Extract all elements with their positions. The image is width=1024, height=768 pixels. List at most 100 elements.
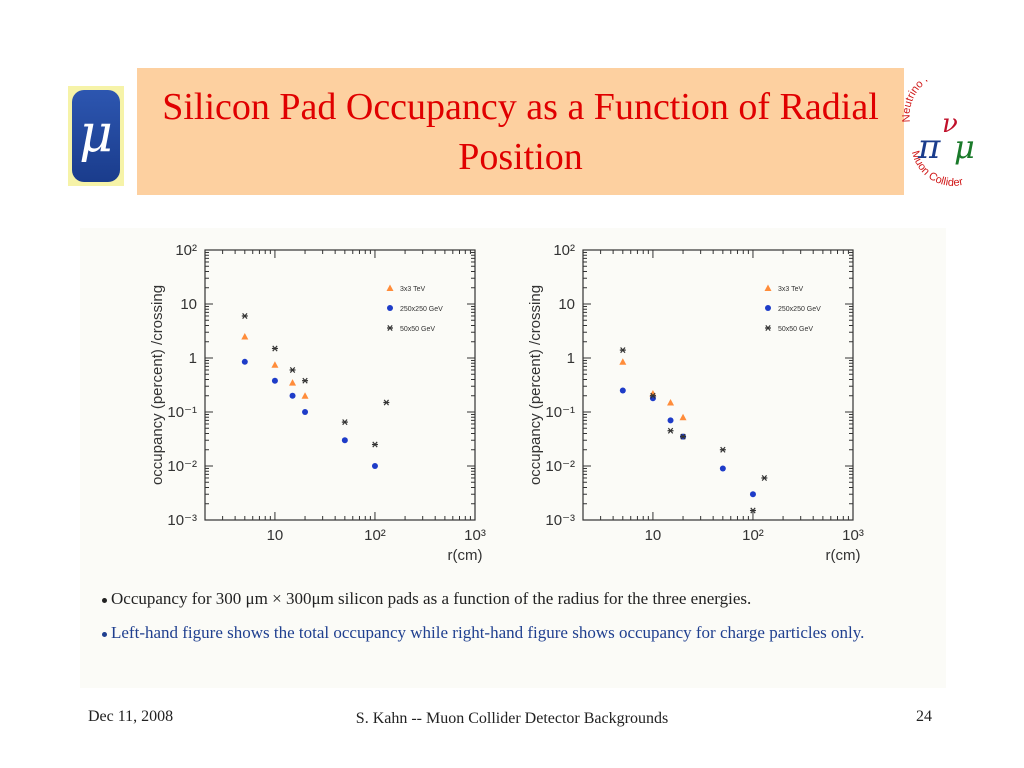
star-stroke <box>342 419 348 426</box>
star-stroke <box>387 325 393 331</box>
footer-page-number: 24 <box>916 708 932 725</box>
y-tick-label: 10⁻³ <box>545 512 575 529</box>
data-point <box>680 433 687 440</box>
legend-marker <box>387 305 393 311</box>
plot-frame <box>204 249 476 521</box>
footer-title: S. Kahn -- Muon Collider Detector Backgr… <box>355 710 669 727</box>
nf-mc-logo-graphic: Neutrino Factory Muon Collider π ν μ <box>900 65 975 189</box>
data-point <box>302 377 309 384</box>
x-tick-label: 10² <box>742 527 764 544</box>
data-point <box>649 390 657 397</box>
legend-label: 250x250 GeV <box>778 306 821 313</box>
star-stroke <box>289 366 296 373</box>
caption-figure-description: Left-hand figure shows the total occupan… <box>102 622 942 644</box>
star-stroke <box>750 507 756 514</box>
legend-marker <box>765 305 771 311</box>
data-point <box>619 358 627 365</box>
data-point <box>719 465 726 472</box>
y-tick-label: 10⁻¹ <box>167 404 197 421</box>
data-point <box>371 441 378 448</box>
data-point <box>271 377 278 384</box>
y-tick-label: 10⁻³ <box>167 512 197 529</box>
slide-title: Silicon Pad Occupancy as a Function of R… <box>162 86 879 178</box>
caption-2-text: Left-hand figure shows the total occupan… <box>111 623 865 642</box>
star-stroke <box>761 474 768 481</box>
chart-total-occupancy: 10 10² 10³ 10⁻³ 10⁻² 10⁻¹ 1 10 10² r(cm) occupancy… <box>149 242 500 582</box>
data-point <box>371 463 378 469</box>
caption-1-text: Occupancy for 300 μm × 300μm silicon pad… <box>111 589 752 608</box>
title-banner: Silicon Pad Occupancy as a Function of R… <box>137 68 904 195</box>
data-point <box>301 392 309 399</box>
y-tick-label: 10 <box>558 296 575 313</box>
data-point <box>271 345 278 352</box>
logo-pi-glyph: π <box>917 127 941 167</box>
star-stroke <box>620 347 626 354</box>
legend-label: 50x50 GeV <box>400 326 435 333</box>
star-stroke <box>302 377 308 384</box>
legend-marker <box>387 325 393 331</box>
logo-nu-glyph: ν <box>942 109 958 139</box>
y-tick-label: 10 <box>180 296 197 313</box>
data-point <box>241 312 248 319</box>
mu-logo: μ <box>68 86 124 186</box>
data-point <box>289 366 296 373</box>
legend-label: 250x250 GeV <box>400 306 443 313</box>
data-point <box>619 347 626 354</box>
data-point <box>302 409 309 415</box>
footer-date: Dec 11, 2008 <box>88 708 174 725</box>
y-tick-label: 10² <box>553 242 575 259</box>
legend-label: 3x3 TeV <box>400 286 425 293</box>
data-point <box>761 474 768 481</box>
data-point <box>667 417 674 424</box>
data-point <box>667 427 674 434</box>
y-tick-label: 10⁻² <box>167 458 197 475</box>
x-axis-label: r(cm) <box>826 547 861 564</box>
chart-total-svg: 10 10² 10³ 10⁻³ 10⁻² 10⁻¹ 1 10 10² r(cm) occupancy… <box>149 242 486 564</box>
data-point <box>289 379 297 386</box>
star-stroke <box>272 345 278 352</box>
y-tick-label: 1 <box>567 350 575 367</box>
legend-marker <box>765 325 771 331</box>
x-tick-label: 10 <box>645 527 662 544</box>
x-axis-label: r(cm) <box>448 547 483 564</box>
legend-label: 50x50 GeV <box>778 326 813 333</box>
star-stroke <box>650 392 656 399</box>
data-point <box>341 437 348 444</box>
caption-occupancy: Occupancy for 300 μm × 300μm silicon pad… <box>102 588 942 610</box>
x-tick-label: 10³ <box>842 527 864 544</box>
y-tick-label: 10⁻¹ <box>545 404 575 421</box>
y-tick-label: 1 <box>189 350 197 367</box>
data-point <box>719 446 726 453</box>
legend-marker <box>386 284 394 291</box>
nf-mc-logo: Neutrino Factory Muon Collider π ν μ <box>900 65 1004 190</box>
data-point <box>749 491 756 498</box>
x-tick-label: 10 <box>267 527 284 544</box>
star-stroke <box>720 446 726 453</box>
star-stroke <box>372 441 378 448</box>
data-point <box>619 387 626 394</box>
mu-logo-symbol: μ <box>72 90 120 182</box>
data-point <box>749 507 756 514</box>
x-tick-label: 10² <box>364 527 386 544</box>
data-point <box>667 398 675 406</box>
x-tick-label: 10³ <box>464 527 486 544</box>
y-tick-label: 10⁻² <box>545 458 575 475</box>
data-point <box>679 413 687 421</box>
data-point <box>241 333 249 340</box>
y-axis-label: occupancy (percent) /crossing <box>149 285 166 485</box>
data-point <box>271 361 279 368</box>
star-stroke <box>242 312 248 319</box>
star-stroke <box>667 427 674 434</box>
data-point <box>289 392 296 399</box>
y-axis-label: occupancy (percent) /crossing <box>527 285 544 485</box>
legend-label: 3x3 TeV <box>778 286 803 293</box>
chart-charged-occupancy: 10 10² 10³ 10⁻³ 10⁻² 10⁻¹ 1 10 10² r(cm) occupancy… <box>527 242 878 582</box>
bullet-icon <box>102 597 107 603</box>
star-stroke <box>680 433 686 440</box>
data-point <box>649 392 656 399</box>
star-stroke <box>765 325 771 331</box>
data-point <box>241 358 248 365</box>
star-stroke <box>383 399 390 406</box>
logo-mu-glyph: μ <box>954 128 975 166</box>
plot-frame <box>582 249 854 521</box>
